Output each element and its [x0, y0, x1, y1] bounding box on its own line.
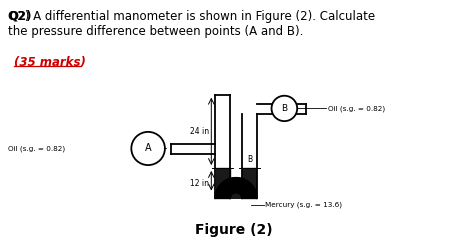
Polygon shape [215, 178, 257, 198]
Polygon shape [229, 192, 242, 198]
Text: Figure (2): Figure (2) [195, 223, 273, 237]
Text: B: B [247, 155, 252, 164]
Text: 12 in: 12 in [191, 179, 210, 188]
Text: 24 in: 24 in [190, 127, 210, 136]
Circle shape [272, 96, 297, 121]
Text: Oil (s.g. = 0.82): Oil (s.g. = 0.82) [8, 145, 65, 152]
Text: A: A [145, 143, 151, 153]
Text: Mercury (s.g. = 13.6): Mercury (s.g. = 13.6) [264, 202, 342, 208]
Text: Q2) A differential manometer is shown in Figure (2). Calculate
the pressure diff: Q2) A differential manometer is shown in… [8, 10, 375, 38]
Text: B: B [281, 104, 287, 113]
Circle shape [131, 132, 165, 165]
Text: (35 marks): (35 marks) [14, 56, 86, 69]
Text: Oil (s.g. = 0.82): Oil (s.g. = 0.82) [328, 105, 385, 112]
Text: Q2): Q2) [8, 10, 31, 23]
